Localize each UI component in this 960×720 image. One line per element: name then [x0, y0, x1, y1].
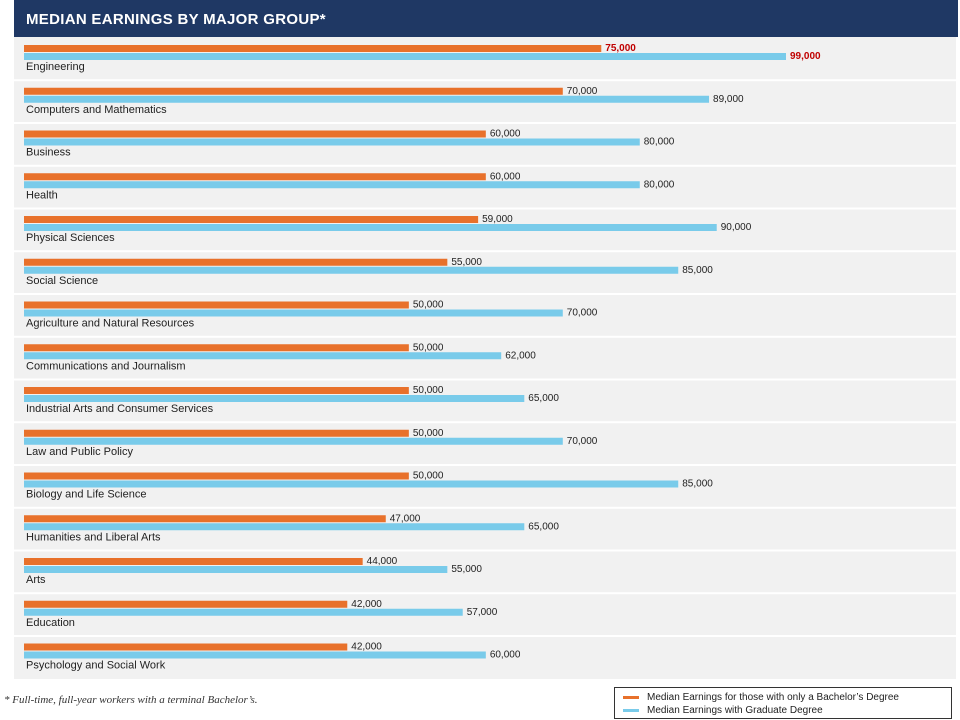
- value-label-bachelor: 50,000: [413, 342, 444, 353]
- bar-graduate: [24, 224, 717, 231]
- bar-bachelor: [24, 45, 602, 52]
- value-label-graduate: 89,000: [713, 94, 744, 105]
- value-label-graduate: 65,000: [528, 521, 559, 532]
- bar-bachelor: [24, 173, 486, 181]
- legend-item-bachelor: Median Earnings for those with only a Ba…: [623, 690, 899, 704]
- footnote: * Full-time, full-year workers with a te…: [4, 694, 258, 706]
- value-label-graduate: 85,000: [682, 265, 713, 276]
- category-label: Communications and Journalism: [26, 360, 186, 372]
- value-label-graduate: 70,000: [567, 436, 598, 447]
- value-label-graduate: 85,000: [682, 479, 713, 490]
- bar-bachelor: [24, 258, 448, 266]
- bar-bachelor: [24, 301, 409, 309]
- value-label-bachelor: 75,000: [605, 43, 636, 54]
- value-label-graduate: 99,000: [790, 51, 821, 62]
- chart-header: MEDIAN EARNINGS BY MAJOR GROUP*: [14, 0, 958, 37]
- bar-graduate: [24, 138, 640, 146]
- legend-label-bachelor: Median Earnings for those with only a Ba…: [647, 691, 899, 703]
- value-label-bachelor: 60,000: [490, 129, 521, 140]
- value-label-bachelor: 47,000: [390, 513, 421, 524]
- category-label: Industrial Arts and Consumer Services: [26, 403, 214, 415]
- category-label: Agriculture and Natural Resources: [26, 318, 195, 330]
- category-label: Law and Public Policy: [26, 446, 134, 458]
- category-label: Health: [26, 189, 58, 201]
- bar-graduate: [24, 95, 710, 103]
- value-label-bachelor: 44,000: [367, 556, 398, 567]
- bar-graduate: [24, 437, 563, 445]
- value-label-graduate: 57,000: [467, 607, 498, 618]
- bar-graduate: [24, 352, 502, 360]
- value-label-bachelor: 70,000: [567, 86, 598, 97]
- value-label-bachelor: 50,000: [413, 428, 444, 439]
- bar-bachelor: [24, 515, 386, 523]
- value-label-bachelor: 59,000: [482, 214, 513, 225]
- value-label-bachelor: 55,000: [451, 257, 482, 268]
- value-label-graduate: 80,000: [644, 179, 675, 190]
- value-label-graduate: 65,000: [528, 393, 559, 404]
- bar-bachelor: [24, 600, 348, 608]
- value-label-graduate: 62,000: [505, 350, 536, 361]
- value-label-graduate: 80,000: [644, 137, 675, 148]
- value-label-bachelor: 42,000: [351, 642, 382, 653]
- category-label: Biology and Life Science: [26, 489, 146, 501]
- category-label: Psychology and Social Work: [26, 660, 166, 672]
- value-label-graduate: 55,000: [451, 564, 482, 575]
- value-label-bachelor: 50,000: [413, 471, 444, 482]
- category-label: Business: [26, 147, 71, 159]
- category-label: Arts: [26, 574, 46, 586]
- bar-bachelor: [24, 429, 409, 437]
- chart-panel: 75,000 99,000 Engineering 70,000 89,000 Compu…: [14, 37, 956, 679]
- bar-bachelor: [24, 87, 563, 95]
- value-label-bachelor: 42,000: [351, 599, 382, 610]
- bar-graduate: [24, 566, 448, 573]
- bar-chart: 75,000 99,000 Engineering 70,000 89,000 Compu…: [14, 43, 956, 672]
- bar-graduate: [24, 309, 563, 317]
- category-label: Social Science: [26, 275, 98, 287]
- legend-swatch-bachelor: [623, 695, 639, 699]
- bar-bachelor: [24, 643, 348, 651]
- bar-graduate: [24, 651, 486, 659]
- bar-bachelor: [24, 216, 479, 223]
- legend-swatch-graduate: [623, 708, 639, 712]
- bar-graduate: [24, 608, 463, 616]
- bar-bachelor: [24, 344, 409, 352]
- bar-graduate: [24, 181, 640, 189]
- bar-graduate: [24, 480, 679, 488]
- category-label: Humanities and Liberal Arts: [26, 531, 161, 543]
- legend-label-graduate: Median Earnings with Graduate Degree: [647, 704, 823, 716]
- category-label: Engineering: [26, 61, 85, 73]
- bar-graduate: [24, 523, 525, 531]
- value-label-graduate: 60,000: [490, 650, 521, 661]
- chart-title: MEDIAN EARNINGS BY MAJOR GROUP*: [26, 11, 326, 28]
- category-label: Physical Sciences: [26, 232, 115, 244]
- bar-bachelor: [24, 130, 486, 138]
- value-label-bachelor: 60,000: [490, 171, 521, 182]
- legend: Median Earnings for those with only a Ba…: [614, 687, 952, 719]
- bar-graduate: [24, 266, 679, 274]
- value-label-graduate: 90,000: [721, 222, 752, 233]
- value-label-bachelor: 50,000: [413, 385, 444, 396]
- bar-bachelor: [24, 558, 363, 565]
- bar-graduate: [24, 53, 786, 60]
- category-label: Education: [26, 617, 75, 629]
- value-label-bachelor: 50,000: [413, 300, 444, 311]
- bar-graduate: [24, 395, 525, 402]
- legend-item-graduate: Median Earnings with Graduate Degree: [623, 703, 823, 717]
- category-label: Computers and Mathematics: [26, 104, 167, 116]
- value-label-graduate: 70,000: [567, 308, 598, 319]
- bar-bachelor: [24, 387, 409, 394]
- bar-bachelor: [24, 472, 409, 480]
